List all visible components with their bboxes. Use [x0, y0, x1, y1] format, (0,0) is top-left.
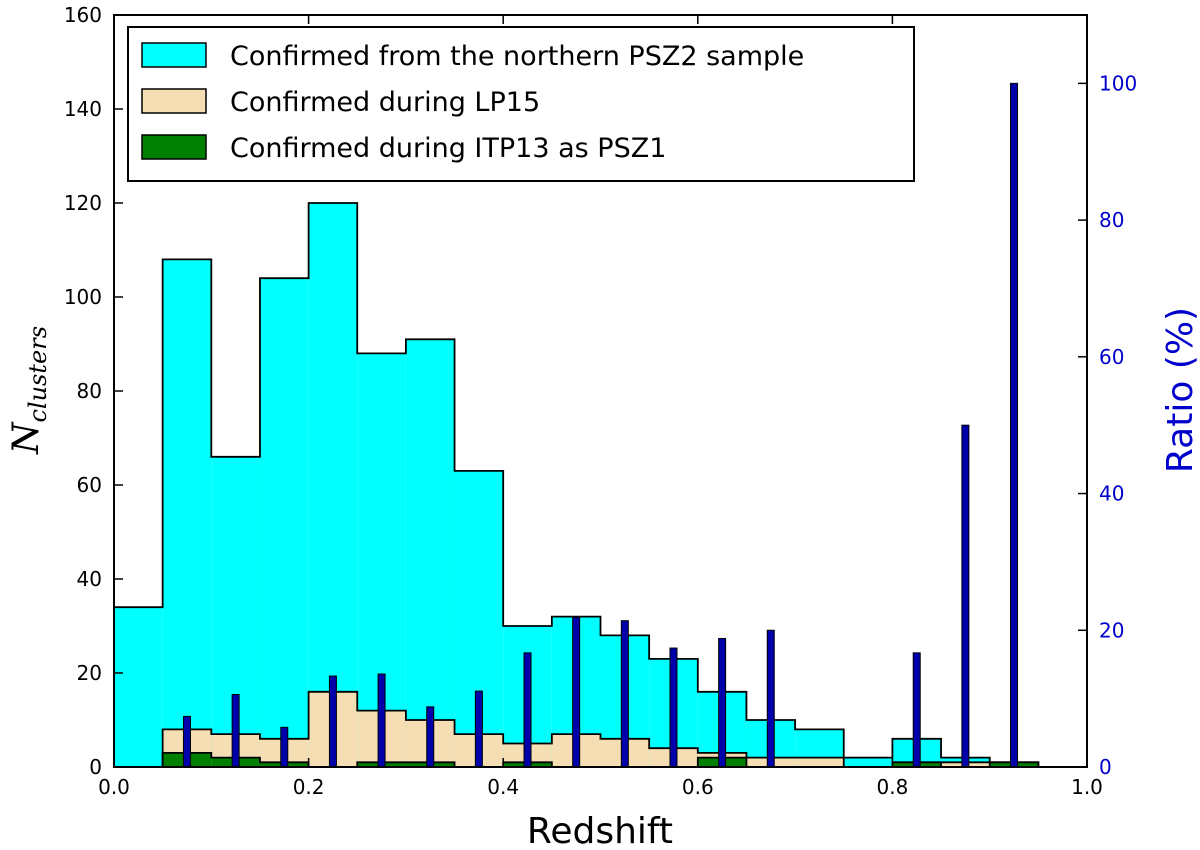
- ratio-bar-6: [474, 690, 483, 768]
- y-axis-label-main: N: [6, 421, 47, 455]
- hist-bar-psz2-15: [843, 757, 893, 767]
- y-tick-label-0: 0: [89, 755, 102, 779]
- ratio-bar-5: [426, 706, 435, 768]
- ratio-bar-9: [620, 620, 629, 768]
- ratio-bar-11: [718, 637, 727, 768]
- y2-tick-label-2: 40: [1099, 482, 1124, 506]
- x-tick-label-0: 0.0: [98, 775, 130, 799]
- legend-swatch-itp13: [141, 134, 207, 160]
- y-tick-label-8: 160: [64, 3, 102, 27]
- legend-swatch-psz2: [141, 42, 207, 68]
- ratio-bar-8: [572, 616, 581, 768]
- x-tick-label-1: 0.2: [293, 775, 325, 799]
- y-tick-label-6: 120: [64, 191, 102, 215]
- y2-tick-label-5: 100: [1099, 71, 1137, 95]
- y-tick-label-3: 60: [77, 473, 102, 497]
- y-tick-label-2: 40: [77, 567, 102, 591]
- x-tick-label-5: 1.0: [1071, 775, 1103, 799]
- y-axis-label: Nclusters: [6, 326, 52, 455]
- x-tick-label-4: 0.8: [876, 775, 908, 799]
- y2-tick-label-3: 60: [1099, 345, 1124, 369]
- y2-tick-label-4: 80: [1099, 208, 1124, 232]
- hist-outline-psz2: [113, 202, 1087, 768]
- ratio-bar-12: [766, 629, 775, 768]
- hist-bar-psz2-3: [259, 278, 309, 767]
- ratio-bar-10: [669, 647, 678, 768]
- ratio-bar-4: [377, 673, 386, 768]
- x-tick-label-3: 0.6: [682, 775, 714, 799]
- legend-box: [127, 26, 915, 182]
- ratio-bar-2: [280, 726, 289, 768]
- y2-tick-label-0: 0: [1099, 755, 1112, 779]
- histogram-layer: [113, 202, 1087, 768]
- x-axis-label: Redshift: [527, 811, 673, 850]
- y-tick-label-7: 140: [64, 97, 102, 121]
- y-axis-label-sub: clusters: [24, 326, 52, 423]
- hist-bar-lp15-14: [795, 757, 844, 767]
- y-tick-label-1: 20: [77, 661, 102, 685]
- ratio-bar-0: [182, 715, 191, 768]
- hist-bar-psz2-1: [162, 259, 212, 767]
- hist-bar-psz2-6: [405, 339, 455, 767]
- legend-swatch-lp15: [141, 88, 207, 114]
- hist-bar-psz2-0: [114, 607, 163, 767]
- ratio-bar-13: [912, 652, 921, 768]
- ratio-bar-15: [1010, 82, 1019, 768]
- legend-label-itp13: Confirmed during ITP13 as PSZ1: [230, 133, 666, 164]
- ratio-bar-3: [328, 675, 337, 768]
- legend-label-psz2: Confirmed from the northern PSZ2 sample: [230, 41, 804, 72]
- y2-tick-label-1: 20: [1099, 618, 1124, 642]
- legend-label-lp15: Confirmed during LP15: [230, 87, 540, 118]
- hist-bar-psz2-4: [308, 203, 358, 767]
- y-tick-label-4: 80: [77, 379, 102, 403]
- ratio-bar-1: [231, 694, 240, 768]
- y-tick-label-5: 100: [64, 285, 102, 309]
- x-tick-label-2: 0.4: [487, 775, 519, 799]
- ticks-layer: 0.0 0.2 0.4 0.6 0.8 1.00204060801001201401600…: [64, 3, 1137, 799]
- legend: Confirmed from the northern PSZ2 sample …: [127, 26, 915, 182]
- ratio-bar-7: [523, 652, 532, 768]
- y2-axis-label: Ratio (%): [1160, 307, 1200, 473]
- ratio-bar-14: [961, 424, 970, 768]
